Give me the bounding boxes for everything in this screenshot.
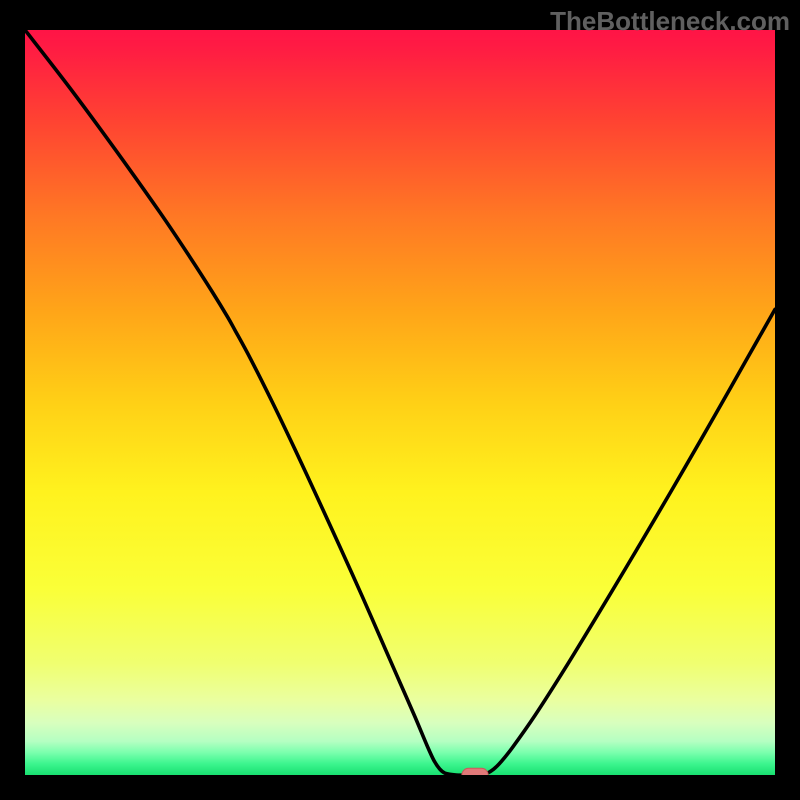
chart-stage: TheBottleneck.com	[0, 0, 800, 800]
gradient-background	[25, 30, 775, 775]
watermark-text: TheBottleneck.com	[550, 6, 790, 37]
plot-svg	[25, 30, 775, 775]
optimum-marker	[462, 768, 488, 775]
plot-area	[25, 30, 775, 775]
